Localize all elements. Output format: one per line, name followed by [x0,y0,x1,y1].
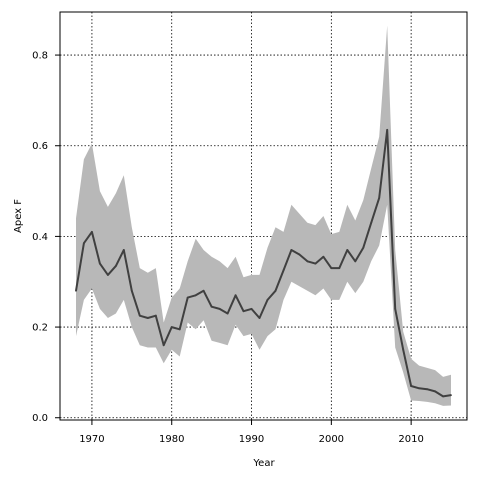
data-point [122,249,125,251]
data-point [418,387,420,390]
data-point [410,385,412,387]
data-point [402,348,405,351]
data-point [450,394,452,396]
data-point [178,328,181,331]
data-point [354,260,357,263]
y-axis-label: Apex F [13,199,24,233]
x-tick-label: 1980 [159,434,184,445]
data-point [250,308,253,310]
data-point [298,253,301,256]
y-axis-ticks: 0.0 0.2 0.4 0.6 0.8 [32,51,60,424]
y-tick-label: 0.0 [32,413,48,424]
plot-frame [59,11,468,421]
data-point [162,344,165,347]
data-point [290,249,293,251]
confidence-band [76,25,451,406]
data-point [346,249,349,251]
data-point [202,289,205,292]
x-tick-label: 2010 [398,434,423,445]
data-point [130,289,133,292]
data-point [107,274,109,276]
data-point [242,310,245,313]
data-point [370,221,373,224]
data-point [170,326,173,328]
confidence-band-area [76,25,451,406]
data-point [146,317,149,319]
data-point [115,265,117,267]
x-tick-label: 2000 [319,434,344,445]
x-axis-ticks: 1970 1980 1990 2000 2010 [79,420,424,445]
data-point [91,231,93,233]
data-point [362,246,365,249]
data-point [378,197,381,199]
series-line [75,128,452,398]
y-tick-label: 0.4 [32,232,48,243]
data-point [282,269,285,272]
data-point [426,388,428,391]
data-point [330,267,333,269]
data-point [75,289,77,292]
data-point [258,317,261,319]
data-point [434,390,436,393]
y-tick-label: 0.6 [32,141,48,152]
data-point [186,296,189,299]
data-point [194,294,197,297]
data-point [314,262,317,265]
data-point [386,129,389,131]
data-point [226,312,229,315]
data-point [234,294,237,297]
data-point [218,308,221,310]
data-point [210,305,213,308]
grid [60,12,467,420]
data-point [138,314,141,317]
data-point [99,262,101,265]
data-point [338,267,341,269]
series-line-path [75,128,452,398]
data-point [306,260,309,263]
series-points [75,129,452,398]
x-axis-label: Year [252,458,275,469]
y-tick-label: 0.8 [32,51,48,62]
data-point [442,395,444,398]
data-point [274,289,277,292]
data-point [266,299,269,301]
x-tick-label: 1990 [239,434,264,445]
data-point [322,255,325,258]
x-tick-label: 1970 [79,434,104,445]
data-point [83,242,85,245]
y-tick-label: 0.2 [32,323,48,334]
data-point [394,308,397,310]
data-point [154,314,157,317]
